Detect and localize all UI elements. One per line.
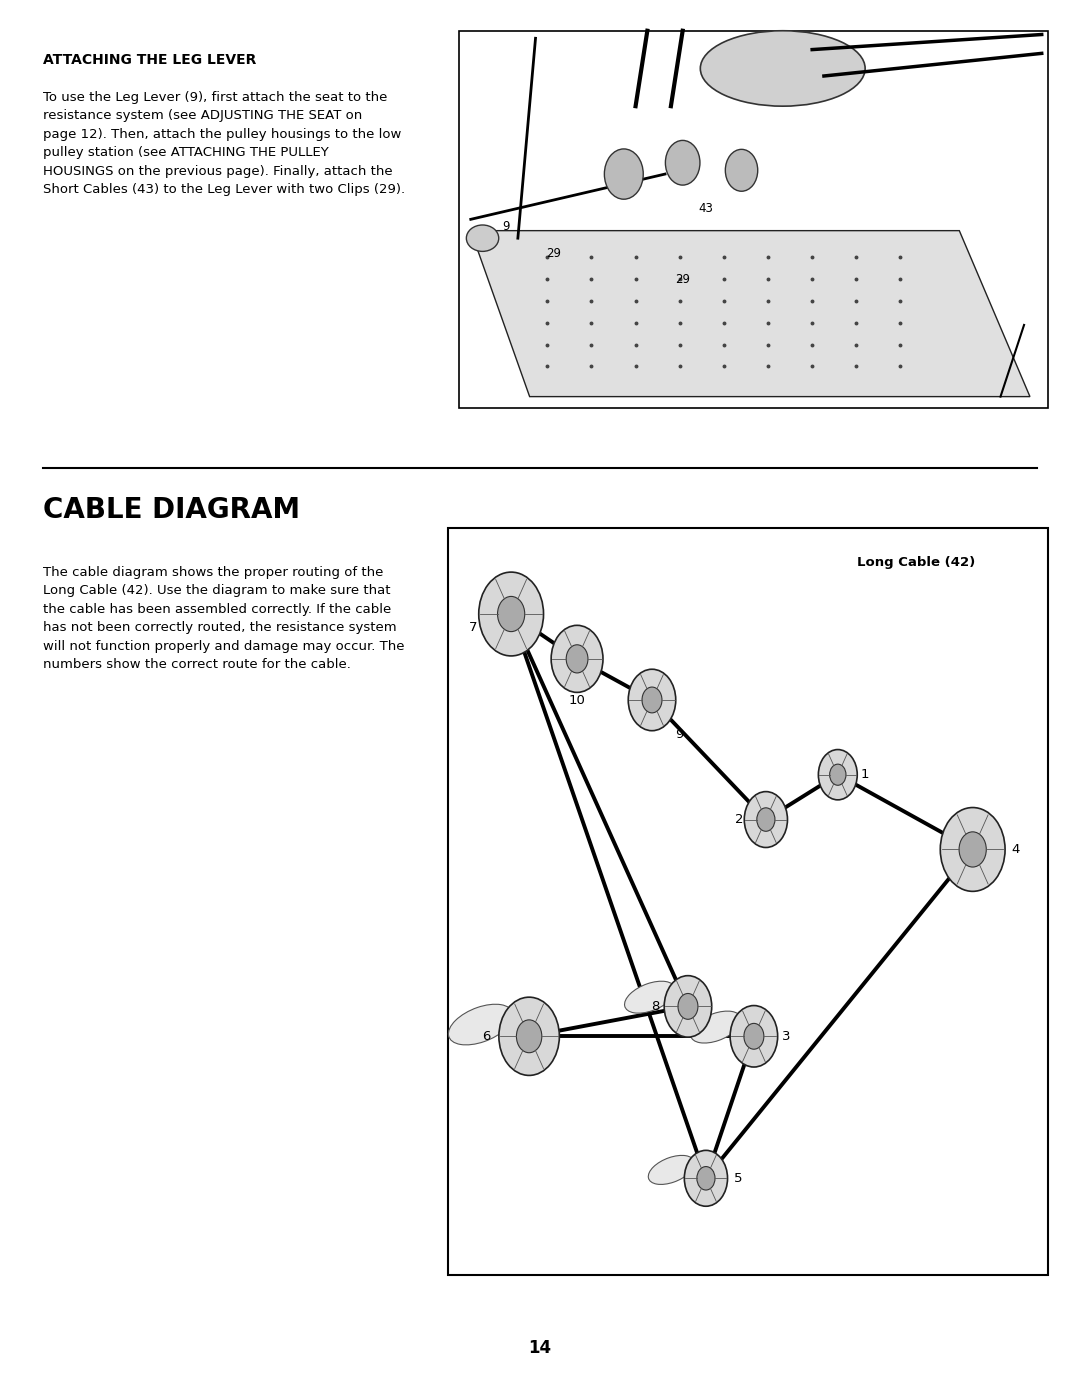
Ellipse shape <box>448 1004 513 1045</box>
Circle shape <box>685 1150 728 1206</box>
Circle shape <box>516 1020 542 1053</box>
Text: 43: 43 <box>699 201 714 215</box>
Text: CABLE DIAGRAM: CABLE DIAGRAM <box>43 496 300 524</box>
Circle shape <box>829 764 846 785</box>
Text: ATTACHING THE LEG LEVER: ATTACHING THE LEG LEVER <box>43 53 257 67</box>
Circle shape <box>959 831 986 868</box>
Circle shape <box>744 792 787 848</box>
Ellipse shape <box>467 225 499 251</box>
Ellipse shape <box>700 31 865 106</box>
Ellipse shape <box>648 1155 694 1185</box>
Circle shape <box>629 669 676 731</box>
Circle shape <box>642 687 662 712</box>
Text: 14: 14 <box>528 1340 552 1356</box>
Circle shape <box>819 750 858 800</box>
Text: 2: 2 <box>734 813 743 826</box>
Text: 29: 29 <box>545 247 561 260</box>
Polygon shape <box>471 231 1030 397</box>
Circle shape <box>757 807 775 831</box>
Text: 29: 29 <box>675 274 690 286</box>
Circle shape <box>726 149 758 191</box>
Circle shape <box>551 626 603 693</box>
Bar <box>448 528 1048 1275</box>
Text: 4: 4 <box>1012 842 1021 856</box>
Text: 1: 1 <box>861 768 869 781</box>
Text: 9: 9 <box>502 221 510 233</box>
Text: 9: 9 <box>675 728 684 742</box>
Circle shape <box>678 993 698 1020</box>
Text: 8: 8 <box>651 1000 660 1013</box>
Text: To use the Leg Lever (9), first attach the seat to the
resistance system (see AD: To use the Leg Lever (9), first attach t… <box>43 91 405 197</box>
Ellipse shape <box>624 981 675 1013</box>
Circle shape <box>744 1024 764 1049</box>
Text: 3: 3 <box>782 1030 791 1042</box>
Text: 10: 10 <box>569 694 585 707</box>
Circle shape <box>478 573 543 657</box>
Circle shape <box>498 597 525 631</box>
Text: 5: 5 <box>734 1172 743 1185</box>
Circle shape <box>697 1166 715 1190</box>
Circle shape <box>665 141 700 186</box>
Circle shape <box>499 997 559 1076</box>
Circle shape <box>730 1006 778 1067</box>
Circle shape <box>941 807 1005 891</box>
Circle shape <box>664 975 712 1037</box>
Bar <box>459 31 1048 408</box>
Text: The cable diagram shows the proper routing of the
Long Cable (42). Use the diagr: The cable diagram shows the proper routi… <box>43 566 405 672</box>
Circle shape <box>605 149 644 200</box>
Circle shape <box>566 645 588 673</box>
Text: 7: 7 <box>469 622 477 634</box>
Text: Long Cable (42): Long Cable (42) <box>856 556 975 569</box>
Text: 6: 6 <box>482 1030 490 1042</box>
Ellipse shape <box>690 1011 741 1044</box>
